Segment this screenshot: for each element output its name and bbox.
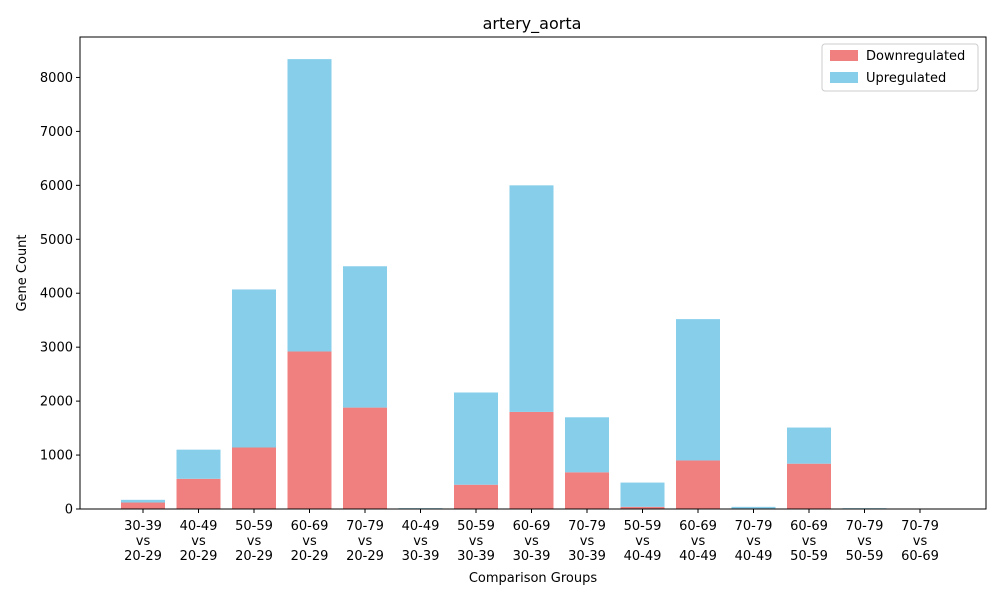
bar-downregulated-3 — [287, 351, 332, 509]
bar-upregulated-0 — [121, 499, 165, 503]
bar-upregulated-13 — [842, 508, 887, 509]
x-tick-label: 40-49 vs 30-39 — [402, 519, 440, 564]
y-tick-label: 5000 — [40, 233, 73, 248]
bar-upregulated-2 — [232, 289, 276, 448]
y-tick-label: 2000 — [40, 395, 73, 410]
x-tick-label: 60-69 vs 40-49 — [679, 519, 717, 564]
legend-box — [821, 43, 979, 92]
bar-upregulated-4 — [343, 266, 387, 408]
x-tick-label: 70-79 vs 60-69 — [901, 519, 939, 564]
legend-swatch-downregulated — [830, 50, 858, 61]
bar-downregulated-6 — [454, 484, 498, 509]
bar-upregulated-9 — [620, 482, 665, 507]
bar-downregulated-10 — [676, 460, 720, 509]
bar-upregulated-11 — [731, 506, 776, 509]
bar-downregulated-4 — [343, 407, 387, 509]
y-tick-label: 8000 — [40, 71, 73, 86]
y-axis-label: Gene Count — [15, 234, 30, 311]
y-tick-label: 7000 — [40, 125, 73, 140]
legend-swatch-upregulated — [830, 72, 858, 83]
legend: Downregulated Upregulated — [821, 43, 979, 92]
x-axis-label: Comparison Groups — [469, 571, 598, 586]
x-tick-label: 70-79 vs 40-49 — [735, 519, 773, 564]
chart-title: artery_aorta — [483, 14, 582, 34]
y-axis: 0 1000 2000 3000 4000 5000 6000 7000 8000 — [40, 71, 80, 518]
plot-frame — [79, 36, 987, 510]
bar-upregulated-1 — [176, 449, 221, 479]
bars-layer — [121, 59, 942, 509]
x-axis: 30-39 vs 20-29 40-49 vs 20-29 50-59 vs 20-29 60-6… — [124, 509, 939, 564]
x-tick-label: 40-49 vs 20-29 — [180, 519, 218, 564]
bar-downregulated-2 — [232, 447, 276, 509]
x-tick-label: 30-39 vs 20-29 — [124, 519, 162, 564]
y-tick-label: 1000 — [40, 449, 73, 464]
bar-upregulated-6 — [454, 392, 498, 485]
bar-downregulated-9 — [620, 506, 665, 509]
bar-upregulated-8 — [565, 417, 609, 473]
x-tick-label: 70-79 vs 50-59 — [846, 519, 884, 564]
bar-upregulated-7 — [509, 185, 554, 412]
bar-upregulated-5 — [398, 508, 443, 509]
y-tick-label: 6000 — [40, 179, 73, 194]
bar-upregulated-10 — [676, 319, 720, 461]
x-tick-label: 50-59 vs 40-49 — [624, 519, 662, 564]
x-tick-label: 50-59 vs 20-29 — [235, 519, 273, 564]
x-tick-label: 70-79 vs 30-39 — [568, 519, 606, 564]
x-tick-label: 70-79 vs 20-29 — [346, 519, 384, 564]
x-tick-label: 50-59 vs 30-39 — [457, 519, 495, 564]
legend-label-downregulated: Downregulated — [866, 49, 965, 64]
y-tick-label: 4000 — [40, 287, 73, 302]
bar-downregulated-7 — [509, 411, 554, 509]
bar-upregulated-3 — [287, 59, 332, 352]
legend-label-upregulated: Upregulated — [866, 71, 946, 86]
y-tick-label: 3000 — [40, 341, 73, 356]
y-tick-label: 0 — [65, 503, 73, 518]
x-tick-label: 60-69 vs 50-59 — [790, 519, 828, 564]
bar-downregulated-1 — [176, 478, 221, 509]
bar-upregulated-12 — [787, 427, 831, 464]
bar-downregulated-12 — [787, 463, 831, 509]
x-tick-label: 60-69 vs 30-39 — [513, 519, 551, 564]
bar-downregulated-0 — [121, 502, 165, 509]
bar-downregulated-8 — [565, 472, 609, 509]
x-tick-label: 60-69 vs 20-29 — [291, 519, 329, 564]
